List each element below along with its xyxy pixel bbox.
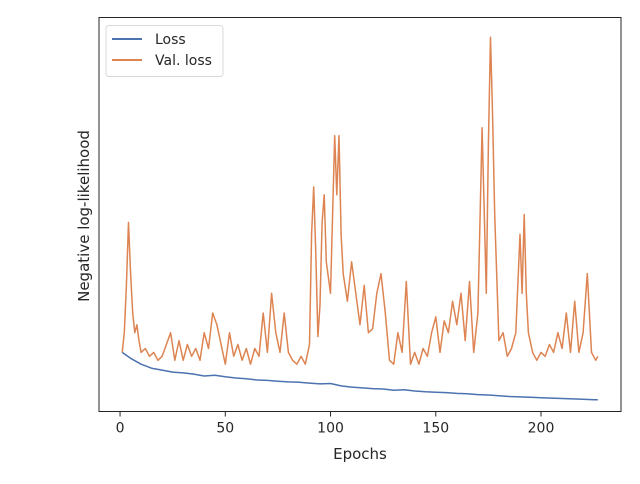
- legend-label-val-loss: Val. loss: [155, 53, 212, 69]
- axes-frame: [98, 17, 622, 412]
- series-line-loss: [121, 351, 598, 401]
- x-tick-label: 150: [422, 421, 449, 437]
- legend: Loss Val. loss: [105, 25, 224, 77]
- y-axis-label: Negative log-likelihood: [75, 130, 93, 302]
- x-tick-label: 100: [317, 421, 344, 437]
- x-axis-label: Epochs: [333, 445, 387, 463]
- x-tick-label: 0: [116, 421, 125, 437]
- x-tick-label: 50: [216, 421, 234, 437]
- x-tick-label: 200: [528, 421, 555, 437]
- series-line-val-loss: [121, 36, 599, 365]
- plot-lines: [121, 36, 599, 401]
- x-ticks: 0 50 100 150 200: [116, 411, 555, 437]
- legend-label-loss: Loss: [155, 32, 186, 48]
